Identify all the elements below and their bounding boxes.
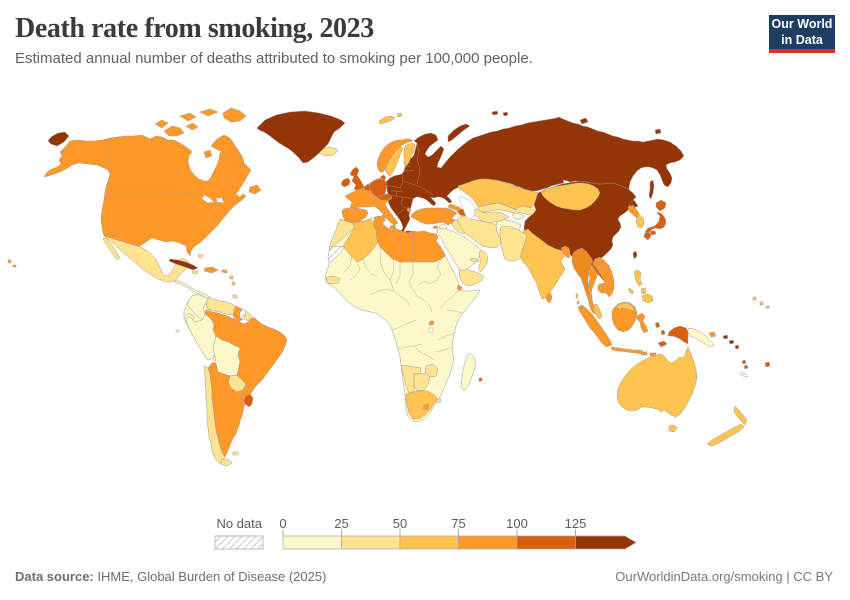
svg-text:125: 125 xyxy=(565,516,587,531)
svg-text:25: 25 xyxy=(334,516,348,531)
svg-text:100: 100 xyxy=(506,516,528,531)
svg-text:0: 0 xyxy=(279,516,286,531)
svg-text:50: 50 xyxy=(393,516,407,531)
svg-text:75: 75 xyxy=(451,516,465,531)
svg-text:No data: No data xyxy=(216,516,262,531)
